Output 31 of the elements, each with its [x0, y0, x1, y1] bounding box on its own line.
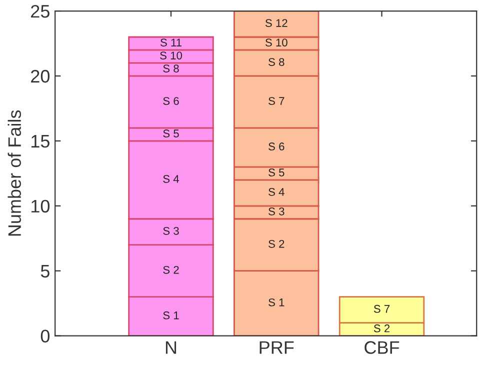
data-label: S 4 — [163, 175, 180, 183]
y-tick-label: 0 — [40, 330, 50, 343]
data-label: S 7 — [374, 304, 390, 313]
data-label: S 1 — [268, 298, 284, 306]
data-label: S 5 — [163, 130, 179, 138]
data-label: S 10 — [160, 52, 182, 60]
y-tick-label: 5 — [40, 264, 50, 278]
data-label: S 2 — [268, 240, 284, 248]
x-tick-label: PRF — [260, 341, 294, 354]
data-label: S 3 — [163, 226, 179, 235]
data-label: S 4 — [268, 188, 284, 196]
y-axis-title: Number of Fails — [8, 110, 22, 236]
data-label: S 10 — [265, 38, 288, 46]
x-tick-label: CBF — [364, 341, 400, 354]
data-label: S 11 — [160, 38, 182, 46]
data-label: S 6 — [268, 142, 284, 150]
x-tick-label: N — [166, 341, 176, 354]
data-label: S 8 — [163, 64, 179, 72]
y-tick-label: 10 — [32, 200, 50, 213]
data-label: S 7 — [268, 97, 284, 105]
data-label: S 3 — [268, 207, 284, 216]
y-tick-label: 15 — [32, 135, 50, 148]
data-label: S 5 — [268, 168, 284, 176]
data-label: S 2 — [163, 266, 179, 274]
data-label: S 1 — [163, 311, 179, 320]
data-label: S 6 — [163, 97, 179, 105]
data-label: S 8 — [268, 58, 284, 66]
y-tick-label: 25 — [31, 4, 50, 18]
data-label: S 2 — [374, 324, 390, 332]
data-label: S 12 — [265, 19, 288, 27]
y-tick-label: 20 — [31, 70, 50, 83]
